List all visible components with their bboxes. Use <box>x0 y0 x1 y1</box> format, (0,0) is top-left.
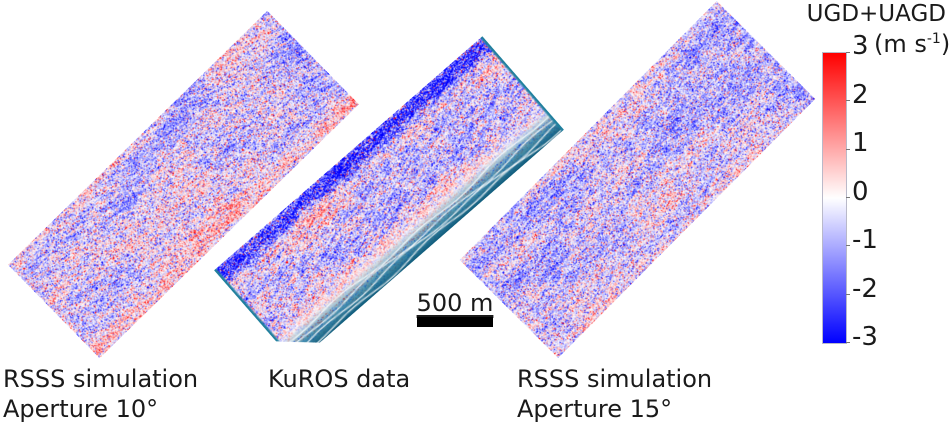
colorbar-tick-label: -1 <box>852 225 878 255</box>
caption-line-1: RSSS simulation <box>517 365 713 393</box>
caption-line-2: Aperture 10° <box>3 395 159 423</box>
colorbar-tick-label: 1 <box>852 128 869 158</box>
caption-line-1: RSSS simulation <box>3 365 199 393</box>
colorbar-tick-label: 0 <box>852 176 869 207</box>
caption-line-2: Aperture 15° <box>517 395 673 423</box>
colorbar-tick-mark <box>846 293 850 295</box>
colorbar-tick-label: 3 <box>852 31 869 61</box>
panel-caption-kuros: KuROS data <box>268 364 410 394</box>
colorbar-tick-mark <box>846 342 850 343</box>
scale-bar-label: 500 m <box>416 289 494 317</box>
heatmap-panel-rsss-simulation-15 <box>459 1 816 358</box>
colorbar-gradient <box>822 52 847 344</box>
colorbar-tick-mark <box>846 197 850 198</box>
scale-bar: 500 m <box>405 289 505 327</box>
colorbar-unit-exponent: -1 <box>926 31 941 47</box>
colorbar-tick-label: -3 <box>852 322 878 352</box>
panel-caption-rsss-15: RSSS simulation Aperture 15° <box>517 364 712 424</box>
colorbar-tick-mark <box>846 52 850 53</box>
caption-line-1: KuROS data <box>268 365 411 393</box>
panel-caption-rsss-10: RSSS simulation Aperture 10° <box>3 364 198 424</box>
colorbar-tick-mark <box>846 148 850 150</box>
colorbar-unit-prefix: (m s <box>874 30 927 58</box>
colorbar-tick-mark <box>846 100 850 102</box>
colorbar-tick-mark <box>846 245 850 247</box>
colorbar-unit: (m s-1) <box>874 30 949 58</box>
colorbar-unit-suffix: ) <box>941 30 949 58</box>
colorbar-title: UGD+UAGD <box>806 1 946 27</box>
scale-bar-rect <box>417 317 493 327</box>
colorbar-tick-label: -2 <box>852 273 878 304</box>
colorbar-tick-label: 2 <box>852 79 869 110</box>
